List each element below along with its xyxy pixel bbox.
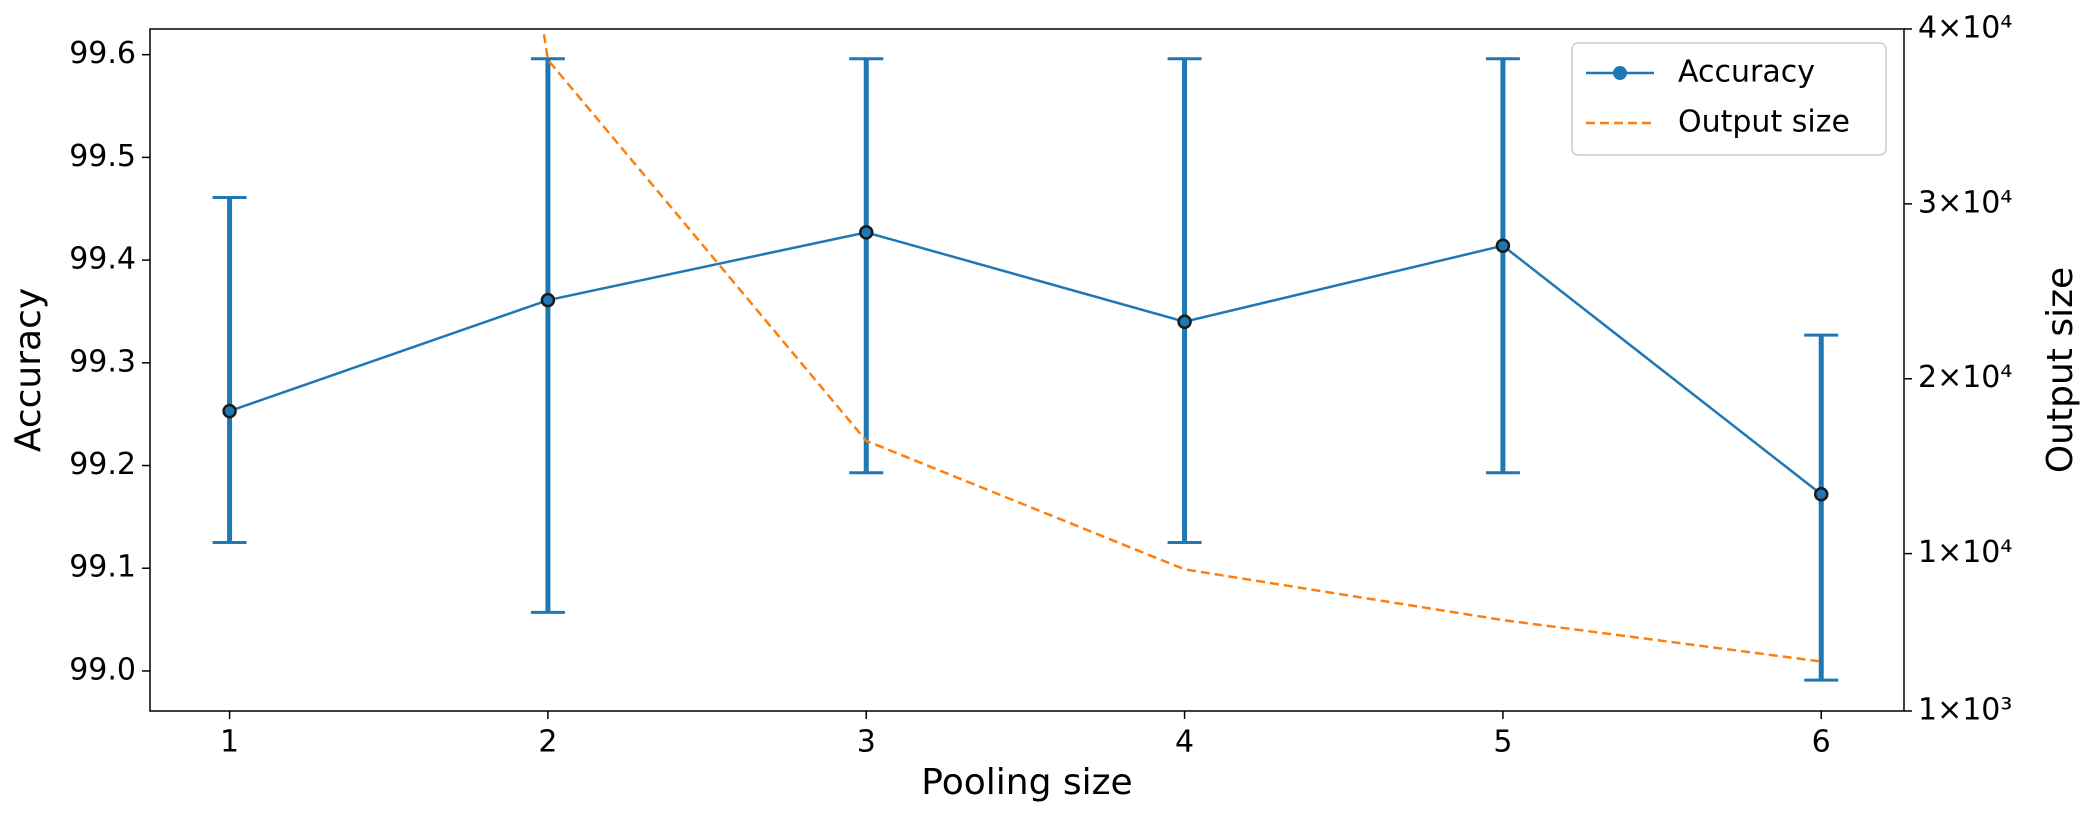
- x-axis-label: Pooling size: [921, 762, 1132, 803]
- data-point: [222, 403, 237, 419]
- legend-box: [1571, 42, 1887, 156]
- y-tick-label: 99.1: [69, 550, 136, 585]
- series-line: [229, 231, 1822, 496]
- y-tick-label: 99.2: [69, 447, 136, 482]
- y-tick-label: 99.3: [69, 344, 136, 379]
- series-line: [541, 29, 1822, 663]
- y2-tick-label: 2×10⁴: [1918, 360, 2012, 395]
- y2-tick-label: 4×10⁴: [1918, 11, 2012, 46]
- y-tick-label: 99.5: [69, 139, 136, 174]
- plot-area: [212, 29, 1839, 682]
- data-point: [1495, 238, 1511, 253]
- x-tick-label: 1: [220, 725, 239, 760]
- x-tick-label: 5: [1493, 725, 1512, 760]
- legend-marker: [1613, 66, 1627, 80]
- x-tick-label: 6: [1812, 725, 1831, 760]
- y2-axis-label: Output size: [2040, 267, 2081, 473]
- y-tick-label: 99.0: [69, 652, 136, 687]
- legend-label: Output size: [1678, 105, 1850, 140]
- legend-label: Accuracy: [1678, 55, 1815, 90]
- x-tick-label: 2: [538, 725, 557, 760]
- data-point: [540, 292, 556, 308]
- y2-tick-label: 1×10³: [1918, 693, 2012, 728]
- data-point: [1813, 487, 1829, 502]
- y-axis-label: Accuracy: [8, 288, 49, 452]
- x-tick-label: 3: [857, 725, 876, 760]
- plot-frame: [149, 28, 1905, 712]
- y-tick-label: 99.6: [69, 36, 136, 71]
- x-tick-label: 4: [1175, 725, 1194, 760]
- y2-tick-label: 3×10⁴: [1918, 185, 2012, 220]
- data-point: [858, 225, 874, 240]
- y-tick-label: 99.4: [69, 242, 136, 277]
- data-point: [1177, 314, 1192, 329]
- y2-tick-label: 1×10⁴: [1918, 535, 2012, 570]
